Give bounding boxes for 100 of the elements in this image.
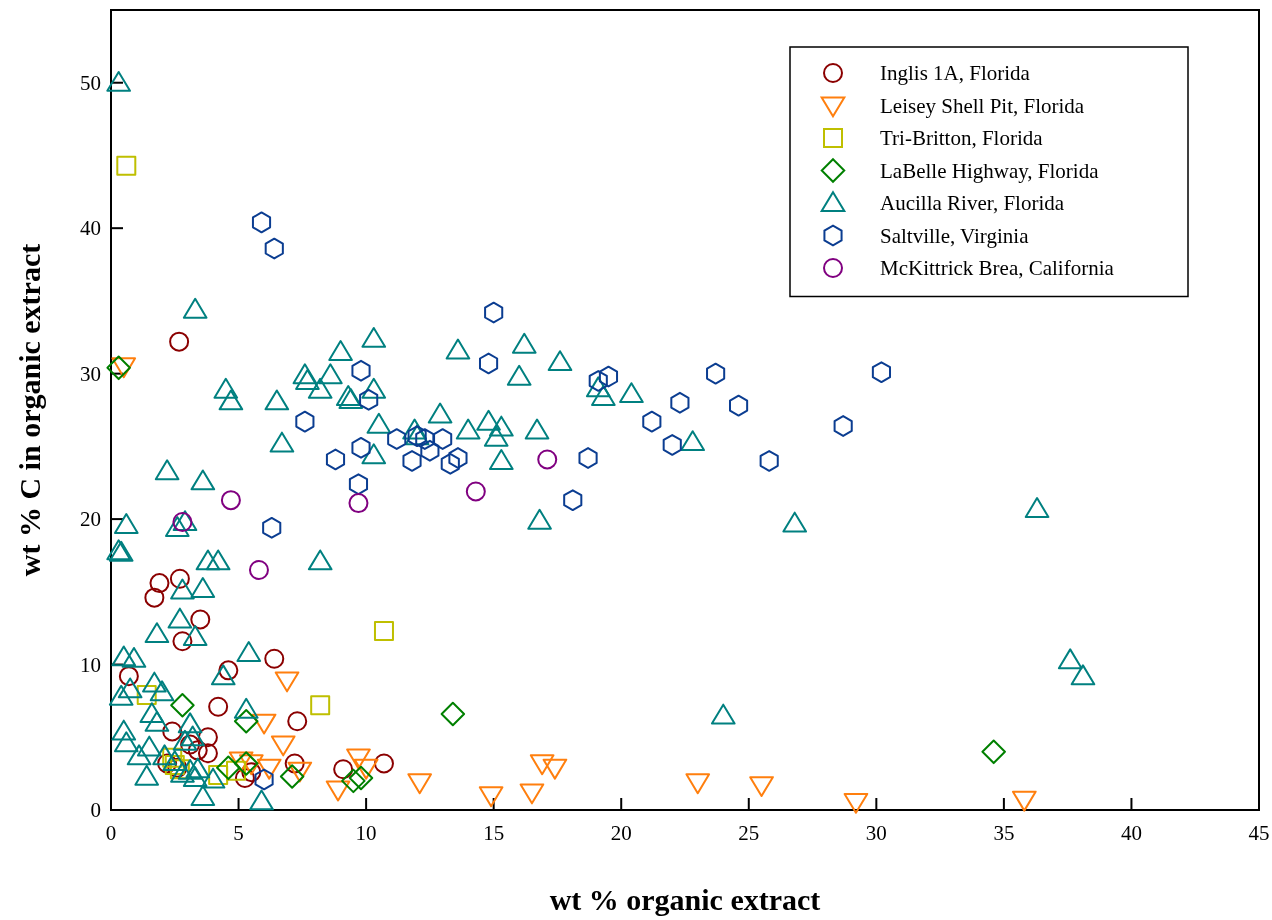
point — [578, 447, 598, 469]
point — [111, 357, 137, 379]
point — [351, 359, 371, 382]
legend-label: LaBelle Highway, Florida — [880, 158, 1100, 183]
point — [670, 391, 690, 414]
point — [162, 721, 183, 742]
point — [216, 755, 241, 781]
point — [333, 759, 354, 780]
point — [251, 211, 272, 234]
point — [729, 394, 749, 417]
point — [348, 493, 369, 514]
y-tick-label: 40 — [80, 216, 101, 241]
point — [563, 489, 583, 512]
point — [274, 671, 300, 693]
point — [359, 388, 379, 411]
y-tick-label: 30 — [80, 361, 101, 386]
point — [542, 758, 568, 780]
x-tick-label: 5 — [233, 821, 244, 845]
point — [353, 758, 379, 780]
point — [420, 439, 440, 462]
point — [871, 361, 892, 384]
point — [136, 685, 157, 706]
point — [238, 754, 264, 776]
point — [448, 447, 468, 469]
point — [279, 764, 305, 789]
point — [706, 362, 726, 385]
point — [598, 365, 619, 388]
legend-label: Aucilla River, Florida — [880, 191, 1065, 215]
point — [440, 452, 460, 475]
point — [233, 709, 259, 734]
x-tick-label: 30 — [865, 821, 887, 845]
point — [478, 786, 504, 808]
point — [144, 587, 165, 608]
point — [351, 436, 371, 459]
point — [220, 490, 241, 511]
point — [325, 780, 351, 802]
y-tick-label: 10 — [80, 652, 101, 677]
x-axis-title: wt % organic extract — [549, 883, 821, 916]
point — [387, 428, 407, 450]
x-tick-label: 10 — [355, 821, 377, 845]
point — [172, 631, 193, 652]
x-tick-label: 20 — [610, 821, 632, 845]
point — [270, 735, 296, 757]
point — [843, 792, 869, 814]
point — [149, 573, 170, 594]
legend-label: McKittrick Brea, California — [880, 256, 1115, 280]
point — [685, 773, 711, 795]
point — [415, 428, 435, 450]
point — [348, 473, 369, 496]
point — [373, 753, 394, 774]
point — [256, 758, 282, 780]
y-tick-label: 0 — [90, 798, 101, 822]
point — [157, 753, 178, 774]
point — [484, 301, 504, 324]
point — [287, 711, 308, 732]
point — [759, 450, 779, 472]
point — [833, 415, 853, 437]
point — [588, 370, 608, 392]
legend-label: Inglis 1A, Florida — [880, 61, 1031, 85]
point — [208, 696, 229, 717]
point — [228, 751, 254, 773]
point — [373, 621, 394, 642]
point — [519, 783, 545, 805]
y-tick-label: 20 — [80, 507, 101, 532]
point — [251, 713, 277, 735]
x-tick-label: 35 — [993, 821, 1015, 845]
x-tick-label: 25 — [738, 821, 760, 845]
legend-label: Tri-Britton, Florida — [880, 126, 1044, 150]
x-tick-label: 40 — [1120, 821, 1142, 845]
point — [295, 410, 315, 433]
point — [662, 434, 682, 456]
point — [749, 776, 774, 798]
point — [262, 516, 282, 539]
point — [310, 695, 331, 716]
point — [197, 727, 218, 748]
point — [169, 568, 190, 589]
point — [287, 761, 313, 783]
legend-label: Saltville, Virginia — [880, 223, 1030, 248]
point — [172, 512, 193, 532]
y-axis-title: wt % C in organic extract — [13, 243, 46, 577]
point — [116, 155, 137, 176]
point — [106, 355, 131, 381]
point — [402, 450, 422, 472]
point — [642, 410, 662, 433]
x-tick-label: 0 — [105, 821, 117, 845]
point — [529, 754, 555, 776]
point — [233, 751, 259, 776]
point — [478, 352, 499, 375]
point — [264, 237, 284, 260]
point — [465, 481, 486, 502]
point — [341, 768, 366, 794]
point — [537, 449, 558, 470]
point — [433, 428, 453, 450]
point — [169, 331, 190, 352]
point — [197, 743, 218, 764]
point — [254, 768, 274, 791]
point — [981, 739, 1006, 765]
point — [1011, 790, 1037, 812]
point — [187, 740, 208, 761]
point — [162, 747, 183, 768]
